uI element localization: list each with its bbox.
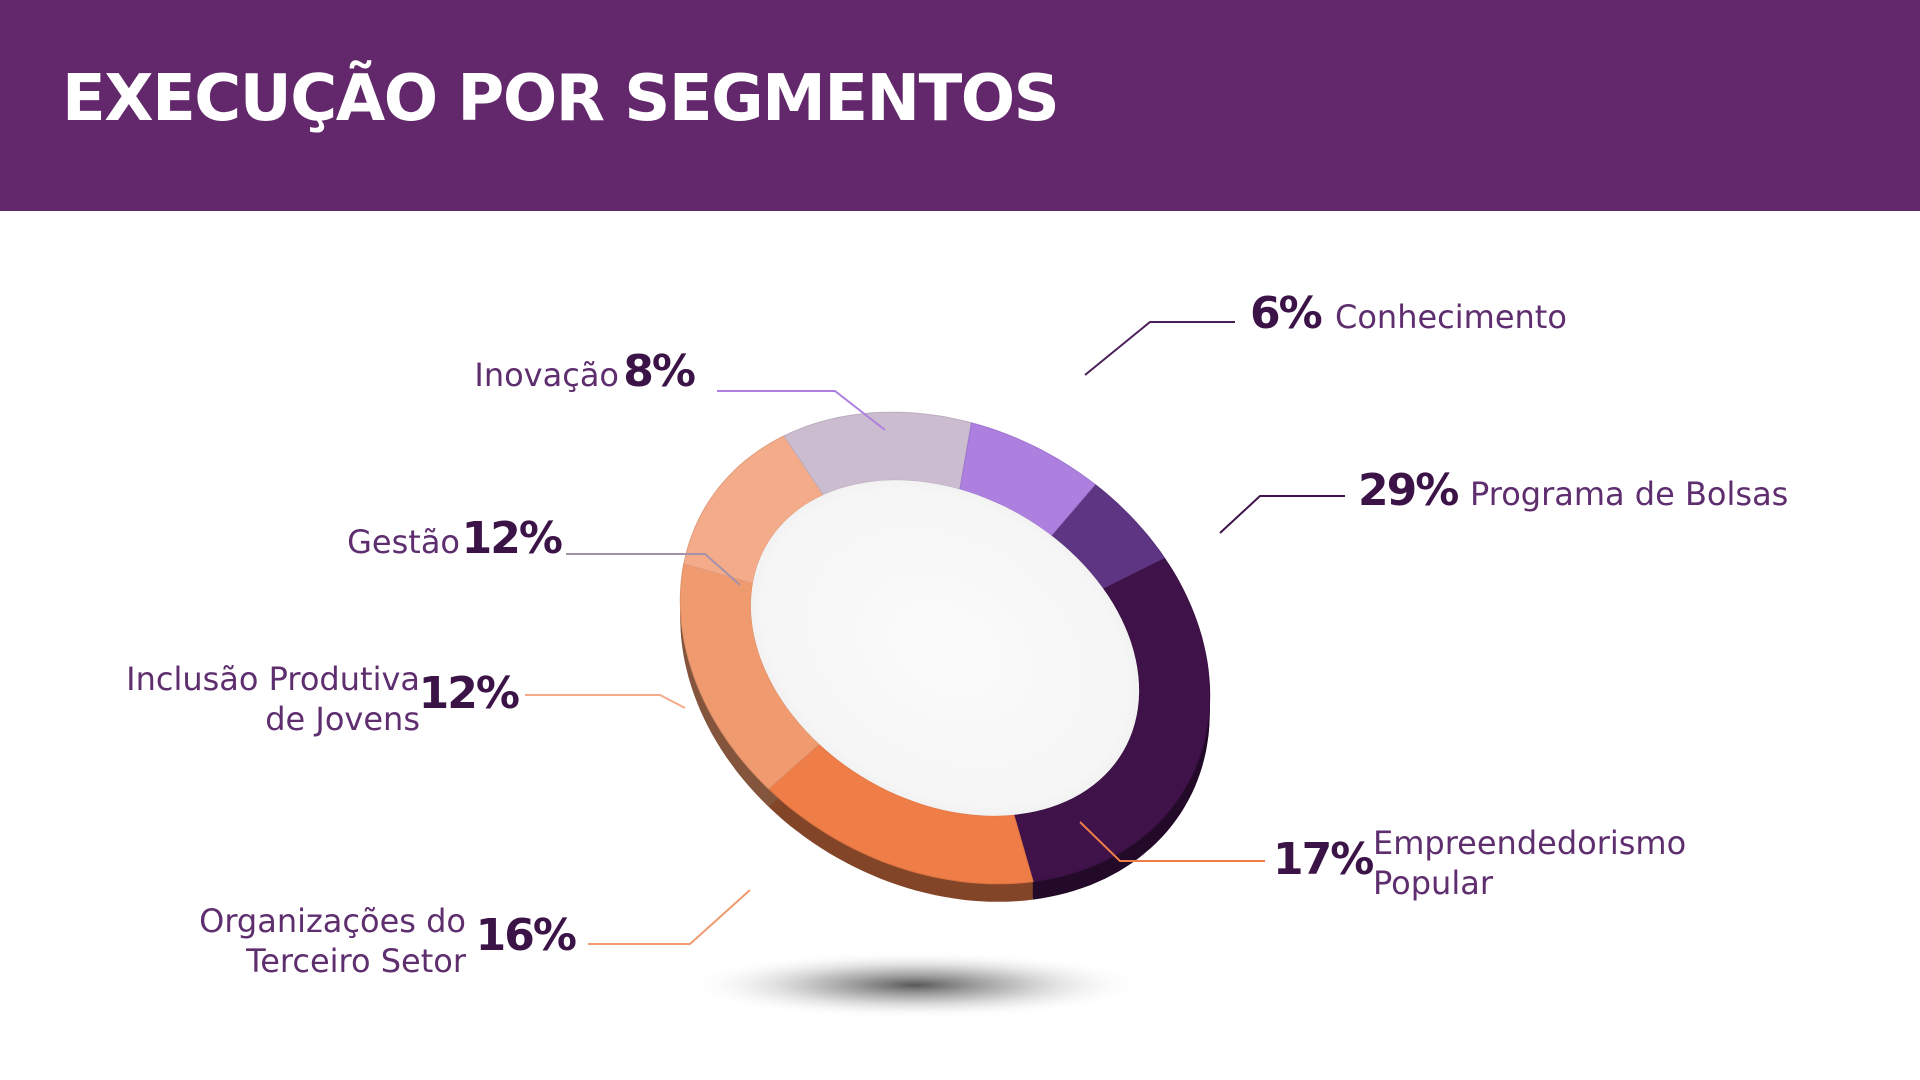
leader-line	[525, 694, 686, 709]
leader-line	[717, 390, 886, 431]
category-label: de Jovens	[265, 700, 420, 738]
category-label: Conhecimento	[1335, 298, 1567, 336]
category-label: Terceiro Setor	[245, 942, 467, 980]
category-label: Gestão	[347, 523, 460, 561]
value-label: 12%	[462, 513, 562, 564]
category-label: Inclusão Produtiva	[126, 660, 420, 698]
leader-line	[1079, 821, 1265, 862]
category-label: Programa de Bolsas	[1470, 475, 1788, 513]
category-label: Popular	[1373, 864, 1494, 902]
leader-line	[588, 889, 751, 945]
leader-line	[1219, 495, 1345, 534]
header-bar: EXECUÇÃO POR SEGMENTOS	[0, 0, 1920, 211]
leader-line	[566, 553, 741, 586]
value-label: 12%	[419, 668, 519, 719]
leader-line	[1084, 321, 1235, 376]
value-label: 17%	[1273, 834, 1373, 885]
value-label: 8%	[623, 346, 695, 397]
donut-hole	[750, 480, 1140, 816]
category-label: Inovação	[474, 356, 619, 394]
value-label: 16%	[476, 910, 576, 961]
value-label: 6%	[1250, 288, 1322, 339]
value-label: 29%	[1358, 465, 1458, 516]
page-title: EXECUÇÃO POR SEGMENTOS	[62, 62, 1060, 136]
chart-shadow	[685, 951, 1145, 1019]
category-label: Empreendedorismo	[1373, 824, 1686, 862]
category-label: Organizações do	[199, 902, 466, 940]
